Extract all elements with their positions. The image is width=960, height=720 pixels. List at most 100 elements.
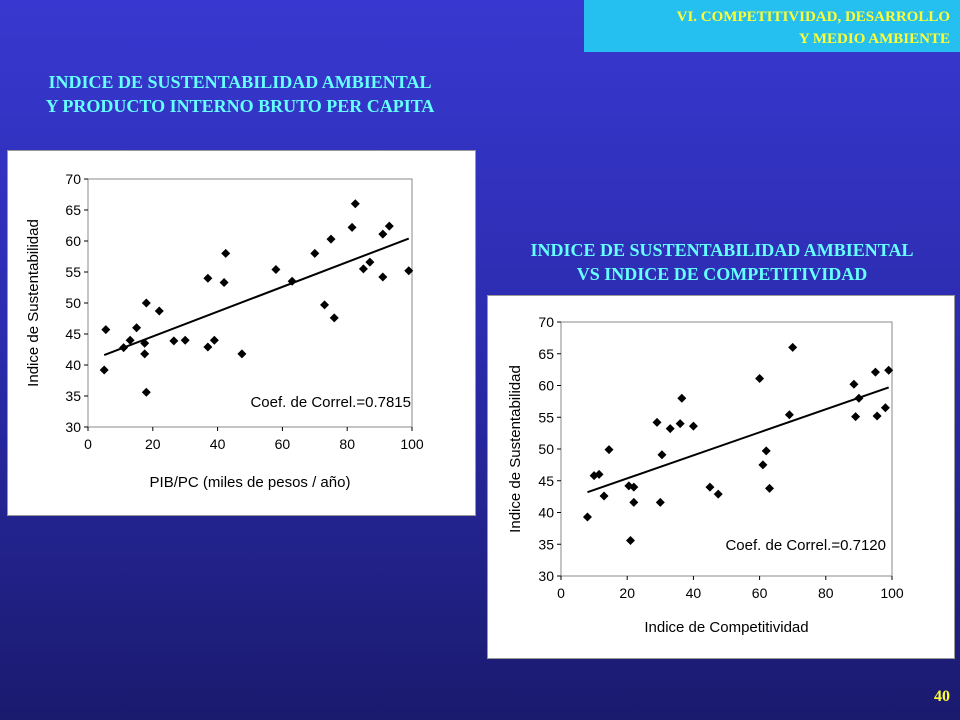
x-tick-label: 0	[84, 436, 92, 452]
data-point	[169, 336, 179, 346]
competitiveness-scatter-chart: 30 35 40 45 50 55 60 65 70 0 20 40 60 80 100 Indice de …	[487, 295, 955, 659]
x-tick-label: 20	[619, 585, 635, 601]
data-point	[237, 349, 247, 359]
y-tick-label: 45	[538, 473, 554, 489]
data-point	[154, 306, 164, 316]
x-tick-label: 40	[210, 436, 226, 452]
data-point	[326, 234, 336, 244]
data-point	[604, 445, 614, 455]
y-tick-label: 45	[65, 326, 81, 342]
data-point	[884, 365, 894, 375]
y-tick-label: 50	[538, 441, 554, 457]
data-point	[141, 298, 151, 308]
data-point	[765, 483, 775, 493]
data-point	[872, 411, 882, 421]
data-point	[758, 460, 768, 470]
correlation-annotation: Coef. de Correl.=0.7120	[725, 537, 886, 554]
data-point	[629, 497, 639, 507]
data-point	[849, 379, 859, 389]
data-point	[705, 482, 715, 492]
data-point	[203, 273, 213, 283]
data-point	[851, 412, 861, 422]
x-tick-label: 80	[818, 585, 834, 601]
y-tick-label: 60	[65, 233, 81, 249]
data-point	[594, 469, 604, 479]
y-tick-label: 30	[65, 419, 81, 435]
plot-area	[87, 178, 413, 428]
data-point	[99, 365, 109, 375]
x-tick-label: 0	[557, 585, 565, 601]
y-tick-label: 70	[538, 314, 554, 330]
x-tick-label: 20	[145, 436, 161, 452]
x-tick-label: 40	[686, 585, 702, 601]
gdp-scatter-chart: 30 35 40 45 50 55 60 65 70 0 20 40 60 80 100 PIB/PC (mi…	[7, 150, 476, 516]
left-heading-line1: INDICE DE SUSTENTABILIDAD AMBIENTAL	[48, 72, 432, 92]
data-point	[271, 265, 281, 275]
gdp-scatter-svg: 30 35 40 45 50 55 60 65 70 0 20 40 60 80 100 PIB/PC (mi…	[25, 171, 424, 491]
y-tick-label: 60	[538, 378, 554, 394]
plot-area	[560, 321, 893, 577]
data-point	[688, 421, 698, 431]
competitiveness-scatter-svg: 30 35 40 45 50 55 60 65 70 0 20 40 60 80 100 Indice de …	[507, 314, 904, 636]
data-point	[655, 497, 665, 507]
data-point	[784, 410, 794, 420]
data-point	[404, 266, 414, 276]
data-point	[347, 222, 357, 232]
data-point	[310, 248, 320, 258]
right-heading-line1: INDICE DE SUSTENTABILIDAD AMBIENTAL	[530, 240, 914, 260]
data-point	[599, 491, 609, 501]
data-point	[880, 403, 890, 413]
x-tick-label: 60	[275, 436, 291, 452]
right-chart-heading: INDICE DE SUSTENTABILIDAD AMBIENTAL VS I…	[484, 238, 960, 286]
data-point	[761, 446, 771, 456]
section-header-box: VI. COMPETITIVIDAD, DESARROLLO Y MEDIO A…	[584, 0, 960, 52]
data-point	[320, 300, 330, 310]
y-tick-label: 35	[65, 388, 81, 404]
data-point	[755, 374, 765, 384]
x-axis-label: Indice de Competitividad	[644, 619, 808, 636]
y-tick-label: 40	[538, 505, 554, 521]
y-axis-label: Indice de Sustentabilidad	[25, 219, 42, 387]
data-point	[657, 450, 667, 460]
data-point	[180, 335, 190, 345]
data-point	[629, 482, 639, 492]
data-point	[675, 419, 685, 429]
data-point	[365, 257, 375, 267]
correlation-annotation: Coef. de Correl.=0.7815	[250, 394, 411, 411]
data-point	[378, 229, 388, 239]
x-tick-label: 80	[339, 436, 355, 452]
y-tick-label: 40	[65, 357, 81, 373]
data-point	[350, 199, 360, 209]
data-point	[329, 313, 339, 323]
data-point	[788, 342, 798, 352]
section-title-line2: Y MEDIO AMBIENTE	[798, 31, 950, 47]
y-tick-label: 30	[538, 568, 554, 584]
y-tick-label: 55	[65, 264, 81, 280]
left-heading-line2: Y PRODUCTO INTERNO BRUTO PER CAPITA	[45, 96, 435, 116]
data-point	[219, 278, 229, 288]
data-point	[119, 343, 129, 353]
data-point	[125, 335, 135, 345]
data-point	[713, 489, 723, 499]
x-tick-label: 100	[400, 436, 424, 452]
page-number: 40	[934, 688, 950, 705]
y-tick-label: 50	[65, 295, 81, 311]
data-point	[626, 535, 636, 545]
data-point	[677, 393, 687, 403]
data-point	[203, 342, 213, 352]
data-point	[384, 221, 394, 231]
data-point	[132, 323, 142, 333]
y-tick-label: 35	[538, 536, 554, 552]
left-chart-heading: INDICE DE SUSTENTABILIDAD AMBIENTAL Y PR…	[0, 70, 480, 118]
y-tick-label: 70	[65, 171, 81, 187]
data-point	[140, 349, 150, 359]
y-tick-label: 65	[65, 202, 81, 218]
data-point	[665, 424, 675, 434]
x-axis-label: PIB/PC (miles de pesos / año)	[150, 474, 351, 491]
trend-line	[587, 386, 890, 494]
data-point	[287, 276, 297, 286]
data-point	[582, 512, 592, 522]
data-point	[854, 393, 864, 403]
data-point	[140, 338, 150, 348]
trend-line	[103, 237, 410, 357]
